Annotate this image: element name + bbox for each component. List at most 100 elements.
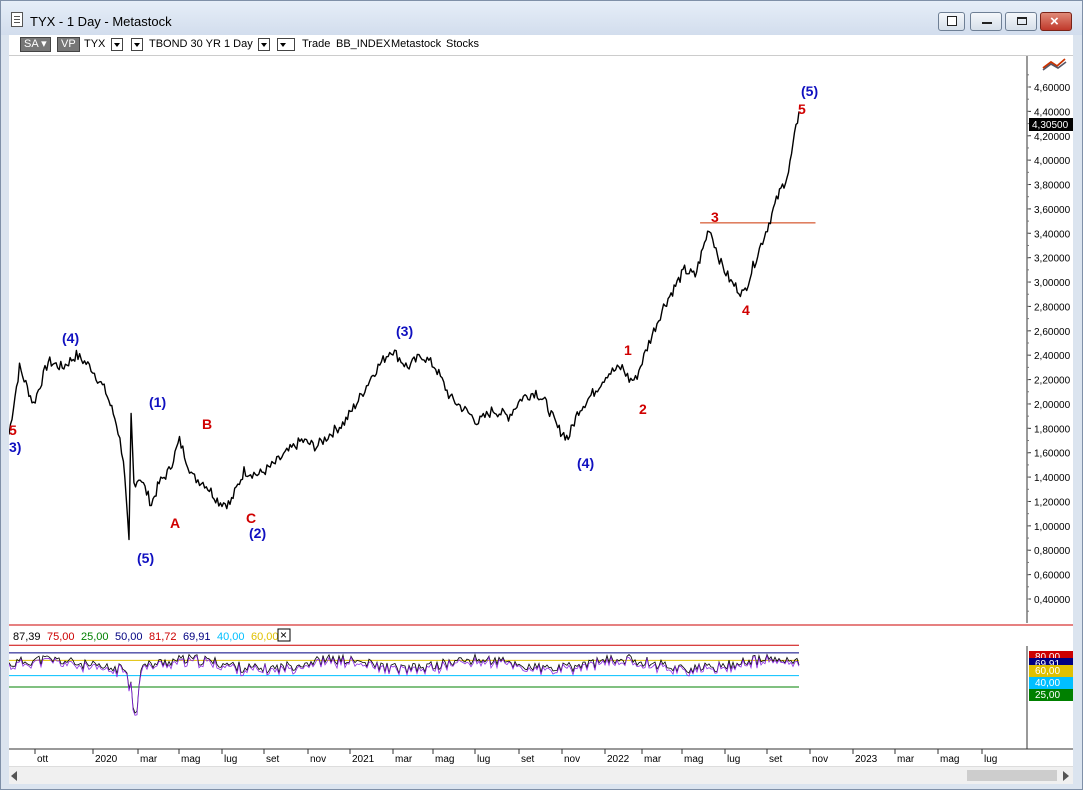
price-tick-label: 1,80000	[1034, 424, 1071, 435]
time-tick-label: set	[521, 754, 535, 765]
indicator-level-tag	[1029, 677, 1073, 689]
indicator-level-label: 25,00	[1035, 690, 1060, 701]
price-tick-label: 4,60000	[1034, 83, 1071, 94]
chart-properties-button[interactable]	[938, 12, 965, 31]
symbol-label[interactable]: TYX	[84, 38, 106, 50]
indicator-level-label: 40,00	[1035, 678, 1060, 689]
scrollbar-thumb[interactable]	[967, 770, 1057, 781]
price-tick-label: 2,20000	[1034, 376, 1071, 387]
indicator-level-tag	[1029, 689, 1073, 701]
last-price-value: 4,30500	[1032, 120, 1069, 131]
wave-label: (5)	[137, 550, 154, 566]
wave-label: B	[202, 416, 212, 432]
price-tick-label: 4,20000	[1034, 132, 1071, 143]
time-tick-label: 2020	[95, 754, 118, 765]
price-tick-label: 4,40000	[1034, 107, 1071, 118]
refresh-dropdown[interactable]	[277, 38, 295, 51]
price-tick-label: 0,60000	[1034, 571, 1071, 582]
time-tick-label: nov	[812, 754, 828, 765]
sa-label: SA	[24, 38, 39, 50]
price-tick-label: 3,60000	[1034, 205, 1071, 216]
price-tick-label: 3,20000	[1034, 254, 1071, 265]
wave-label: A	[170, 515, 180, 531]
horizontal-scrollbar[interactable]	[9, 766, 1073, 784]
chart-tools-icon[interactable]	[1042, 58, 1067, 71]
maximize-button[interactable]	[1005, 12, 1037, 31]
time-tick-label: set	[266, 754, 280, 765]
close-button[interactable]: ×	[1040, 12, 1072, 31]
wave-label: (3)	[396, 323, 413, 339]
time-tick-label: 2022	[607, 754, 630, 765]
wave-label: (2)	[249, 525, 266, 541]
last-price-tag: 4,30500	[1029, 118, 1073, 131]
minimize-button[interactable]	[970, 12, 1002, 31]
wave-label: (1)	[149, 394, 166, 410]
scroll-left-icon[interactable]	[11, 771, 17, 781]
trade-button[interactable]: Trade	[302, 38, 331, 50]
indicator-value: 81,72	[149, 631, 177, 643]
wave-label: 4	[742, 302, 750, 318]
time-tick-label: mar	[140, 754, 158, 765]
indicator-value: 50,00	[115, 631, 143, 643]
wave-label: 5	[798, 101, 806, 117]
time-tick-label: 2023	[855, 754, 878, 765]
document-icon	[11, 12, 23, 27]
price-tick-label: 3,80000	[1034, 181, 1071, 192]
indicator-value: 60,00	[251, 631, 279, 643]
wave-label: (5)	[801, 83, 818, 99]
time-tick-label: set	[769, 754, 783, 765]
time-tick-label: ott	[37, 754, 48, 765]
price-tick-label: 3,00000	[1034, 278, 1071, 289]
time-tick-label: mag	[684, 754, 703, 765]
indicator-value: 69,91	[183, 631, 211, 643]
index-label: BB_INDEX	[336, 38, 391, 50]
indicator-close-button[interactable]	[277, 628, 291, 642]
price-tick-label: 2,00000	[1034, 400, 1071, 411]
close-icon: ×	[1050, 13, 1059, 30]
symbol-dropdown[interactable]	[111, 38, 123, 51]
time-tick-label: mag	[435, 754, 454, 765]
sa-button[interactable]: SA ▾	[20, 37, 51, 52]
period-label[interactable]: 1 Day	[224, 38, 253, 50]
indicator-pane[interactable]	[8, 644, 800, 716]
oscillator-line	[8, 653, 800, 714]
price-tick-label: 1,00000	[1034, 522, 1071, 533]
indicator-legend: 87,39 75,00 25,00 50,00 81,72 69,91 40,00 60,00…	[13, 628, 291, 643]
time-tick-label: mar	[897, 754, 915, 765]
wave-label: 2	[639, 401, 647, 417]
time-tick-label: nov	[564, 754, 580, 765]
period-icon[interactable]	[131, 38, 143, 51]
price-tick-label: 4,00000	[1034, 156, 1071, 167]
window-icon	[947, 16, 957, 26]
scroll-right-icon[interactable]	[1063, 771, 1069, 781]
time-tick-label: mar	[395, 754, 413, 765]
chart-area[interactable]: 4,60000 4,40000 4,20000 4,00000 3,80000 3,600…	[8, 56, 1073, 766]
oscillator-signal-line	[8, 654, 800, 716]
indicator-level-tag	[1029, 665, 1073, 677]
price-tick-label: 2,40000	[1034, 351, 1071, 362]
price-tick-label: 2,60000	[1034, 327, 1071, 338]
indicator-level-label: 60,00	[1035, 666, 1060, 677]
title-bar[interactable]: TYX - 1 Day - Metastock ×	[1, 1, 1082, 35]
vp-button[interactable]: VP	[57, 37, 80, 52]
wave-label: 5	[9, 422, 17, 438]
close-icon[interactable]: ×	[280, 628, 287, 642]
price-series[interactable]	[8, 111, 800, 541]
time-tick-label: lug	[727, 754, 740, 765]
window-title: TYX - 1 Day - Metastock	[30, 14, 172, 29]
price-tick-label: 3,40000	[1034, 229, 1071, 240]
price-chart[interactable]: 4,60000 4,40000 4,20000 4,00000 3,80000 3,600…	[8, 56, 1073, 766]
time-tick-label: mag	[181, 754, 200, 765]
price-tick-label: 1,60000	[1034, 449, 1071, 460]
price-tick-label: 2,80000	[1034, 302, 1071, 313]
indicator-level-label: 69,91	[1035, 659, 1060, 670]
time-axis: ott 2020 mar mag lug set nov 2021 mar mag lug set no…	[34, 749, 997, 765]
category-label: Stocks	[446, 38, 480, 50]
source-label: Metastock	[391, 38, 442, 50]
wave-label: 3	[711, 209, 719, 225]
security-description: TBOND 30 YR	[149, 38, 221, 50]
period-dropdown[interactable]	[258, 38, 270, 51]
time-tick-label: lug	[224, 754, 237, 765]
